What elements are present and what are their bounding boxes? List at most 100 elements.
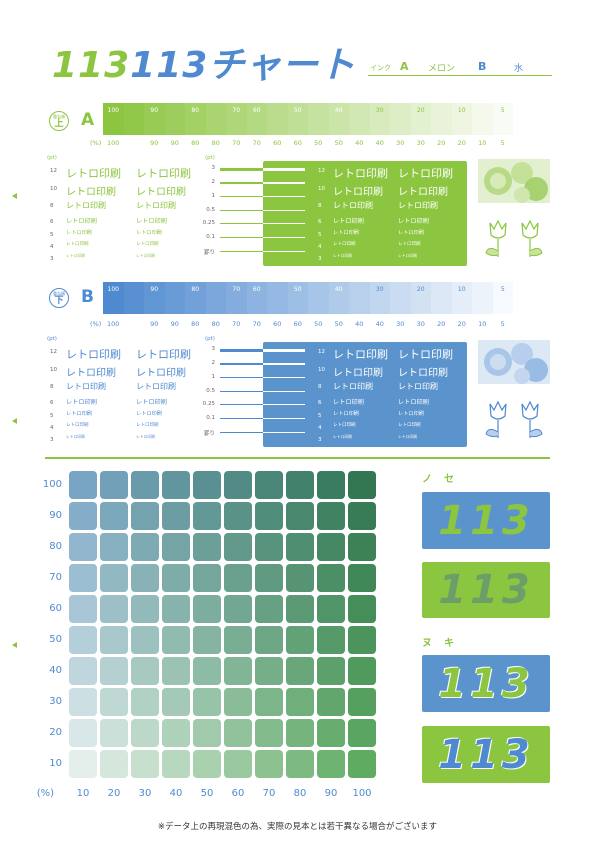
grid-cell <box>348 719 376 747</box>
grid-cell <box>348 564 376 592</box>
text-sample: レトロ印刷 <box>66 230 92 236</box>
grid-cell <box>317 533 345 561</box>
strip-bottom-label: 20 <box>457 139 466 147</box>
strip-bottom-label: 80 <box>191 320 200 328</box>
grid-cell <box>255 564 283 592</box>
text-sample: レトロ印刷 <box>136 218 167 225</box>
reverse-pt-size-number: 4 <box>318 244 322 250</box>
strip-pair: 90 <box>144 103 185 135</box>
strip-pair: 5 <box>472 282 513 314</box>
grid-cell <box>224 533 252 561</box>
reverse-pt-size-number: 10 <box>318 367 325 373</box>
strip-top-label: 90 <box>150 286 159 293</box>
text-sample: レトロ印刷 <box>136 187 186 198</box>
title-part-2: 113 <box>130 45 209 86</box>
grid-row-label: 100 <box>42 479 62 490</box>
strip-bottom-label: 80 <box>191 139 200 147</box>
plate-a-letter: A <box>81 110 95 130</box>
reverse-line-sample <box>263 223 305 224</box>
strip-pair: 70 60 <box>226 282 267 314</box>
strip-top-label: 40 <box>334 286 343 293</box>
strip-swatch <box>308 282 329 314</box>
strip-swatch: 90 <box>144 103 165 135</box>
strip-pair: 30 <box>349 103 390 135</box>
reverse-pt-size-number: 5 <box>318 413 322 419</box>
strip-pair: 20 <box>390 282 431 314</box>
grid-cell <box>100 502 128 530</box>
title-part-1: 113 <box>52 45 131 86</box>
grid-cell <box>348 502 376 530</box>
strip-swatch <box>164 103 185 135</box>
grid-col-label: 20 <box>107 788 121 799</box>
grid-cell <box>286 688 314 716</box>
grid-cell <box>69 595 97 623</box>
grid-row-label: 60 <box>49 603 62 614</box>
noseta-panel-blue: 113 <box>422 492 550 549</box>
grid-cell <box>348 471 376 499</box>
grid-cell <box>317 564 345 592</box>
grid-cell <box>317 595 345 623</box>
grid-cell <box>162 533 190 561</box>
grid-cell <box>286 626 314 654</box>
strip-swatch <box>205 282 226 314</box>
strip-top-label: 100 <box>107 107 119 114</box>
grid-col-label: 90 <box>324 788 338 799</box>
reverse-line-sample <box>263 251 305 252</box>
ink-a-letter: A <box>400 60 409 73</box>
strip-bottom-label: 40 <box>355 139 364 147</box>
grid-cell <box>286 595 314 623</box>
text-sample: レトロ印刷 <box>66 253 85 258</box>
grid-cell <box>131 564 159 592</box>
pt-size-number: 3 <box>50 437 54 443</box>
plate-a-bottom-labels: 100 90 90 80 80 70 70 60 60 50 50 40 40 30 30 20 20 10 5 <box>103 139 513 147</box>
section-divider <box>45 457 550 459</box>
strip-top-label: 20 <box>416 286 425 293</box>
grid-cell <box>100 471 128 499</box>
strip-top-label: 30 <box>375 286 384 293</box>
strip-swatch: 70 <box>226 282 247 314</box>
pt-size-number: 5 <box>50 413 54 419</box>
grid-cell <box>193 502 221 530</box>
reverse-text-sample: レトロ印刷 <box>398 399 429 406</box>
grid-cell <box>69 533 97 561</box>
text-sample: レトロ印刷 <box>66 201 106 210</box>
plate-b-badge-top: 重ね順 <box>53 290 65 296</box>
strip-bottom-label: 100 <box>107 320 120 328</box>
text-sample: レトロ印刷 <box>136 411 162 417</box>
reverse-text-sample: レトロ印刷 <box>333 230 359 236</box>
grid-cell <box>224 471 252 499</box>
text-sample: レトロ印刷 <box>66 167 121 180</box>
strip-bottom-label: 90 <box>170 139 179 147</box>
strip-bottom-label: 70 <box>252 139 261 147</box>
strip-top-label: 60 <box>252 286 261 293</box>
reverse-text-sample: レトロ印刷 <box>333 187 383 198</box>
grid-col-label: 10 <box>76 788 90 799</box>
reverse-text-sample: レトロ印刷 <box>333 423 356 428</box>
reverse-text-sample: レトロ印刷 <box>398 167 453 180</box>
title-part-3: チャート <box>208 45 356 86</box>
strip-pair: 100 <box>103 103 144 135</box>
reverse-text-sample: レトロ印刷 <box>398 411 424 417</box>
reverse-text-sample: レトロ印刷 <box>398 230 424 236</box>
grid-row-label: 40 <box>49 665 62 676</box>
strip-top-label: 60 <box>252 107 261 114</box>
strip-top-label: 80 <box>191 107 200 114</box>
grid-row-label: 90 <box>49 510 62 521</box>
strip-top-label: 10 <box>457 107 466 114</box>
grid-cell <box>348 657 376 685</box>
reverse-pt-size-number: 12 <box>318 349 325 355</box>
strip-top-label: 90 <box>150 107 159 114</box>
reverse-text-sample: レトロ印刷 <box>333 242 356 247</box>
grid-cell <box>100 719 128 747</box>
grid-cell <box>162 657 190 685</box>
grid-cell <box>69 688 97 716</box>
text-sample: レトロ印刷 <box>66 411 92 417</box>
grid-cell <box>162 719 190 747</box>
grid-cell <box>131 657 159 685</box>
strip-swatch: 40 <box>328 282 349 314</box>
line-size-label: 0.25 <box>202 220 215 226</box>
pt-size-number: 10 <box>50 186 57 192</box>
grid-cell <box>100 750 128 778</box>
strip-bottom-label: 20 <box>437 320 446 328</box>
panel-title-noseta: ノセ <box>422 474 466 485</box>
